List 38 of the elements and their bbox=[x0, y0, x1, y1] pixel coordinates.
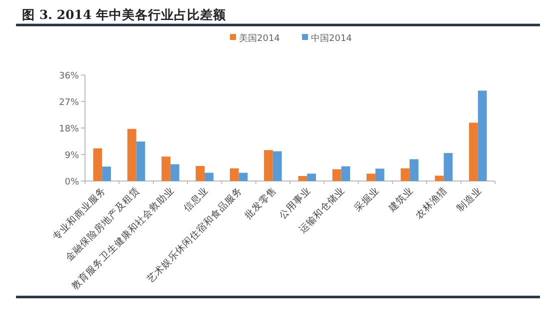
x-tick-label: 批发零售 bbox=[242, 184, 280, 222]
bar bbox=[341, 166, 350, 181]
bar bbox=[366, 174, 376, 181]
bar bbox=[444, 153, 453, 181]
y-tick-label: 9% bbox=[64, 151, 80, 161]
chart-title: 图 3. 2014 年中美各行业占比差额 bbox=[22, 7, 227, 22]
bar bbox=[272, 151, 282, 181]
x-tick-label: 信息业 bbox=[181, 184, 211, 214]
bar bbox=[162, 156, 170, 181]
bar bbox=[204, 172, 214, 181]
bar bbox=[102, 166, 111, 181]
bar bbox=[196, 166, 205, 181]
x-tick-label: 农林渔猎 bbox=[413, 184, 450, 222]
x-tick-label: 建筑业 bbox=[385, 184, 416, 216]
bar bbox=[238, 172, 248, 181]
y-tick-label: 18% bbox=[58, 124, 80, 134]
bar bbox=[170, 164, 180, 181]
y-tick-label: 0% bbox=[64, 178, 80, 188]
bar bbox=[230, 168, 239, 181]
bar bbox=[136, 142, 146, 181]
bar bbox=[434, 176, 444, 181]
y-tick-label: 36% bbox=[58, 72, 80, 82]
bar bbox=[469, 122, 478, 181]
x-tick-label: 采掘业 bbox=[352, 184, 382, 214]
bar bbox=[332, 169, 342, 181]
bar bbox=[264, 150, 273, 181]
bar bbox=[375, 168, 384, 181]
bar bbox=[478, 90, 487, 181]
bar bbox=[400, 168, 410, 181]
legend-label: 中国2014 bbox=[311, 33, 352, 44]
y-tick-label: 27% bbox=[58, 98, 80, 108]
legend-label: 美国2014 bbox=[239, 33, 280, 44]
bar bbox=[298, 176, 308, 181]
bar bbox=[93, 148, 102, 181]
bar bbox=[410, 159, 418, 181]
bar bbox=[307, 174, 316, 181]
x-tick-label: 制造业 bbox=[454, 184, 484, 214]
bar bbox=[127, 128, 136, 181]
